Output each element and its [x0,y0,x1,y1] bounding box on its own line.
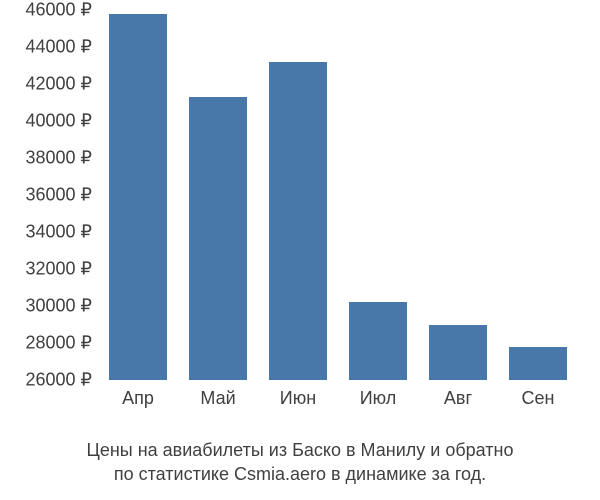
x-axis-tick-label: Сен [522,380,555,409]
y-axis-tick-label: 44000 ₽ [25,37,98,58]
x-axis-tick-label: Июл [360,380,397,409]
caption-line-2: по статистике Csmia.aero в динамике за г… [114,464,486,484]
price-bar [269,62,327,380]
x-axis-tick-label: Май [200,380,235,409]
y-axis-tick-label: 34000 ₽ [25,222,98,243]
price-bar [189,97,247,380]
y-axis-tick-label: 42000 ₽ [25,74,98,95]
y-axis-tick-label: 32000 ₽ [25,259,98,280]
price-bar [109,14,167,380]
price-chart-container: 26000 ₽ 28000 ₽ 30000 ₽ 32000 ₽ 34000 ₽ 36000… [0,0,600,500]
y-axis-tick-label: 28000 ₽ [25,333,98,354]
chart-caption: Цены на авиабилеты из Баско в Манилу и о… [0,438,600,487]
x-axis-tick-label: Июн [280,380,316,409]
x-axis-tick-label: Апр [122,380,154,409]
y-axis-tick-label: 40000 ₽ [25,111,98,132]
x-axis-tick-label: Авг [444,380,472,409]
y-axis-tick-label: 30000 ₽ [25,296,98,317]
y-axis-tick-label: 46000 ₽ [25,0,98,21]
price-bar [509,347,567,380]
caption-line-1: Цены на авиабилеты из Баско в Манилу и о… [87,440,514,460]
y-axis-tick-label: 26000 ₽ [25,370,98,391]
price-bar [349,302,407,380]
y-axis-tick-label: 36000 ₽ [25,185,98,206]
price-bar [429,325,487,381]
chart-plot-area: 26000 ₽28000 ₽30000 ₽32000 ₽34000 ₽36000… [98,10,578,380]
y-axis-tick-label: 38000 ₽ [25,148,98,169]
